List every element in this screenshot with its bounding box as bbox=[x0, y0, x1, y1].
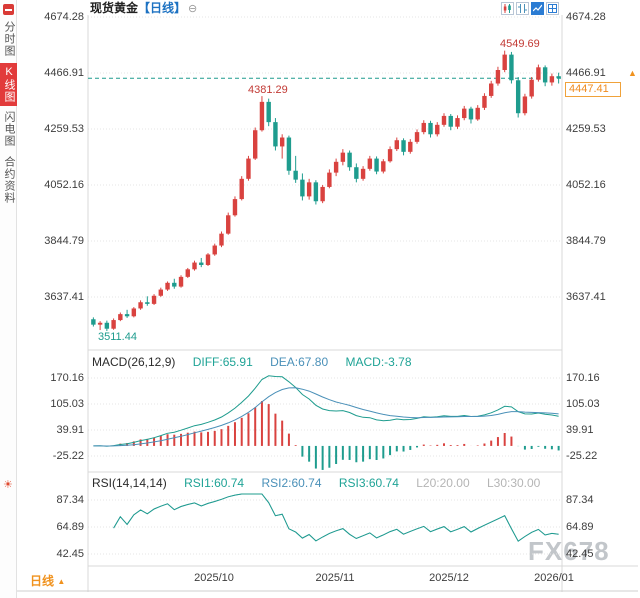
chart-title: 现货黄金【日线】 ⊖ bbox=[90, 1, 197, 15]
line-style-icon[interactable] bbox=[531, 2, 544, 15]
period-selector[interactable]: 日线 ▲ bbox=[30, 572, 65, 589]
macd-dea-value: DEA:67.80 bbox=[270, 355, 329, 369]
rsi-l30-value: L30:30.00 bbox=[486, 476, 541, 490]
macd-y-tick: 39.91 bbox=[56, 424, 84, 436]
ohlc-style-icon[interactable] bbox=[516, 2, 529, 15]
macd-y-tick: -25.22 bbox=[566, 450, 598, 462]
period-tag: 【日线】 bbox=[138, 1, 187, 15]
main-y-tick: 4674.28 bbox=[44, 11, 84, 23]
scroll-latest-icon[interactable]: ▲ bbox=[628, 68, 637, 78]
triangle-up-icon: ▲ bbox=[57, 577, 66, 586]
macd-y-tick: 105.03 bbox=[566, 398, 600, 410]
rsi-y-tick: 87.34 bbox=[566, 494, 594, 506]
chart-style-toolbar bbox=[501, 2, 559, 15]
sidebar: 分时图 K线图 闪电图 合约资料 ☀ bbox=[0, 0, 17, 598]
main-y-tick: 4259.53 bbox=[44, 123, 84, 135]
macd-y-tick: 170.16 bbox=[566, 372, 600, 384]
watermark: FX678 bbox=[528, 536, 610, 566]
rsi1-value: RSI1:60.74 bbox=[184, 476, 245, 490]
sidebar-item-contract-info[interactable]: 合约资料 bbox=[3, 156, 15, 204]
drawing-tool-icon[interactable]: ☀ bbox=[3, 479, 13, 491]
current-price-tag: 4447.41 bbox=[565, 82, 621, 97]
main-y-tick: 3844.79 bbox=[44, 235, 84, 247]
main-y-tick: 4674.28 bbox=[566, 11, 606, 23]
x-tick: 2026/01 bbox=[534, 572, 574, 584]
rsi-y-tick: 64.89 bbox=[56, 521, 84, 533]
rsi-y-tick: 42.45 bbox=[566, 548, 594, 560]
rsi2-value: RSI2:60.74 bbox=[261, 476, 322, 490]
rsi-y-tick: 64.89 bbox=[566, 521, 594, 533]
main-y-tick: 4466.91 bbox=[566, 67, 606, 79]
macd-y-tick: 105.03 bbox=[50, 398, 84, 410]
rsi-l20-value: L20:20.00 bbox=[416, 476, 470, 490]
macd-macd-value: MACD:-3.78 bbox=[345, 355, 412, 369]
candlestick-style-icon[interactable] bbox=[501, 2, 514, 15]
rsi-header: RSI(14,14,14) RSI1:60.74 RSI2:60.74 RSI3… bbox=[92, 476, 554, 491]
macd-diff-value: DIFF:65.91 bbox=[192, 355, 253, 369]
low-annotation: 3511.44 bbox=[98, 331, 137, 343]
x-tick: 2025/10 bbox=[194, 572, 234, 584]
macd-title: MACD(26,12,9) bbox=[92, 355, 176, 369]
x-tick: 2025/12 bbox=[429, 572, 469, 584]
grid-style-icon[interactable] bbox=[546, 2, 559, 15]
collapse-icon[interactable]: ⊖ bbox=[188, 3, 198, 15]
main-y-tick: 3637.41 bbox=[44, 291, 84, 303]
x-tick: 2025/11 bbox=[315, 572, 355, 584]
interim-high-annotation: 4381.29 bbox=[248, 84, 288, 96]
main-y-tick: 3637.41 bbox=[566, 291, 606, 303]
sidebar-item-kline[interactable]: K线图 bbox=[0, 63, 17, 106]
main-y-tick: 4259.53 bbox=[566, 123, 606, 135]
rsi-y-tick: 87.34 bbox=[56, 494, 84, 506]
app-logo-icon bbox=[3, 4, 14, 15]
rsi-title: RSI(14,14,14) bbox=[92, 476, 167, 490]
macd-header: MACD(26,12,9) DIFF:65.91 DEA:67.80 MACD:… bbox=[92, 355, 426, 370]
symbol-name: 现货黄金 bbox=[90, 1, 139, 15]
main-y-tick: 4052.16 bbox=[566, 179, 606, 191]
main-y-tick: 4052.16 bbox=[44, 179, 84, 191]
rsi3-value: RSI3:60.74 bbox=[338, 476, 399, 490]
macd-y-tick: 170.16 bbox=[50, 372, 84, 384]
main-y-tick: 4466.91 bbox=[44, 67, 84, 79]
rsi-y-tick: 42.45 bbox=[56, 548, 84, 560]
period-label: 日线 bbox=[30, 574, 55, 588]
macd-y-tick: -25.22 bbox=[52, 450, 84, 462]
high-annotation: 4549.69 bbox=[500, 38, 540, 50]
sidebar-item-lightning[interactable]: 闪电图 bbox=[3, 111, 15, 147]
sidebar-item-timechart[interactable]: 分时图 bbox=[3, 21, 15, 57]
macd-y-tick: 39.91 bbox=[566, 424, 594, 436]
main-y-tick: 3844.79 bbox=[566, 235, 606, 247]
